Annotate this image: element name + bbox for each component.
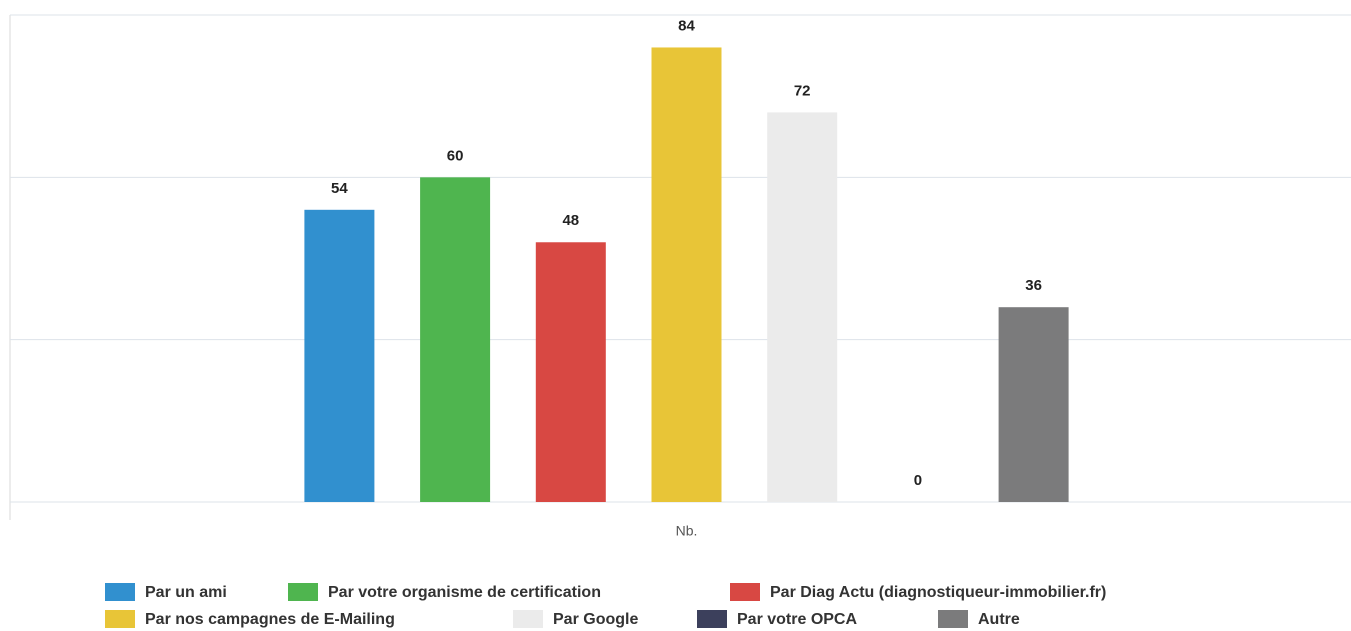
- value-label: 60: [447, 147, 464, 164]
- legend-label: Par nos campagnes de E-Mailing: [145, 611, 395, 628]
- legend-swatch: [288, 583, 318, 601]
- value-label: 84: [678, 17, 695, 34]
- value-label: 36: [1025, 277, 1042, 294]
- legend-swatch: [730, 583, 760, 601]
- bar: [420, 177, 491, 503]
- legend-swatch: [513, 610, 543, 628]
- bar: [998, 307, 1069, 502]
- value-label: 72: [794, 82, 811, 99]
- legend-label: Autre: [978, 611, 1020, 628]
- legend-label: Par votre organisme de certification: [328, 584, 601, 601]
- legend-swatch: [105, 583, 135, 601]
- value-label: 48: [562, 212, 579, 229]
- bar: [535, 242, 606, 502]
- legend-label: Par un ami: [145, 584, 227, 601]
- value-label: 54: [331, 180, 348, 197]
- bar: [767, 112, 838, 503]
- legend-label: Par Diag Actu (diagnostiqueur-immobilier…: [770, 584, 1106, 601]
- bar: [304, 209, 375, 503]
- legend-label: Par votre OPCA: [737, 611, 857, 628]
- legend-swatch: [938, 610, 968, 628]
- bar: [651, 47, 722, 502]
- value-label: 0: [914, 472, 922, 489]
- legend-swatch: [697, 610, 727, 628]
- x-axis-label: Nb.: [676, 523, 698, 539]
- legend-label: Par Google: [553, 611, 638, 628]
- legend-swatch: [105, 610, 135, 628]
